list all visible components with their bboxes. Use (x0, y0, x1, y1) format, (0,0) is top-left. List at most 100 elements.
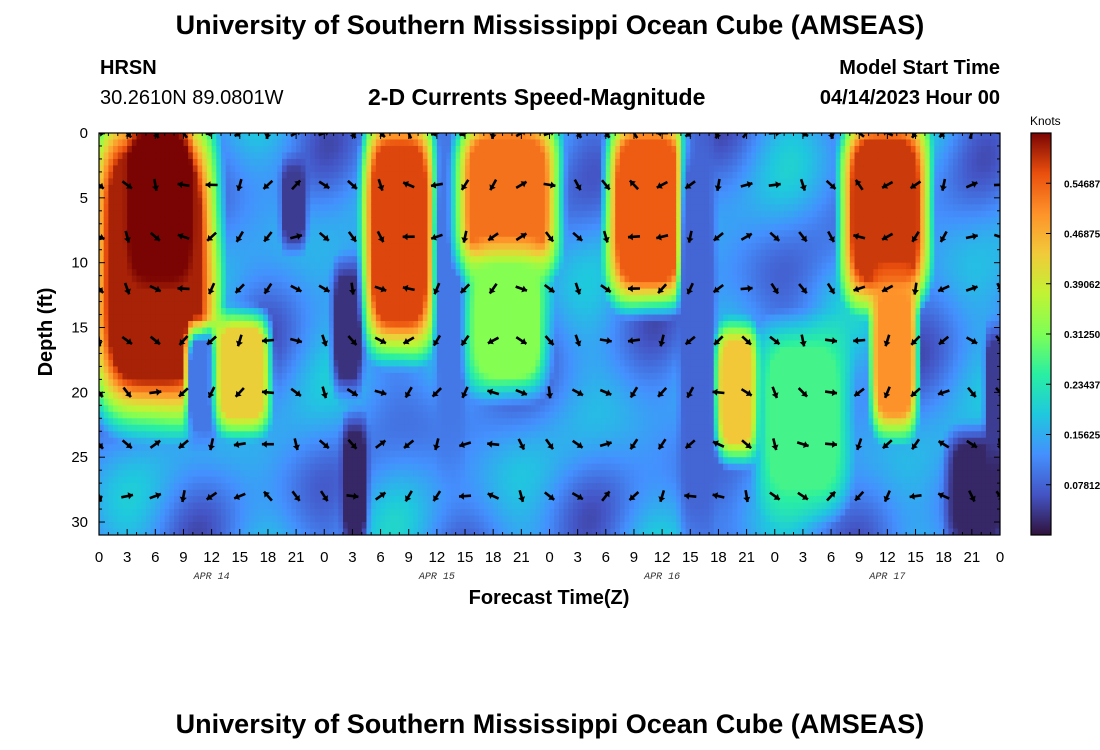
heat-cell (375, 223, 382, 231)
heat-cell (450, 230, 457, 238)
heat-cell (221, 346, 227, 355)
heat-cell (160, 346, 166, 355)
heat-cell (314, 509, 321, 517)
heat-cell (361, 463, 368, 471)
heat-cell (296, 145, 302, 154)
heat-cell (258, 158, 264, 167)
heat-cell (418, 269, 424, 277)
heat-cell (286, 256, 292, 264)
heat-cell (418, 334, 424, 342)
heat-cell (145, 223, 152, 231)
heat-cell (122, 411, 128, 419)
heat-cell (230, 269, 236, 277)
heat-cell (141, 152, 147, 160)
heat-cell (305, 256, 311, 264)
heat-cell (366, 165, 372, 173)
heat-cell (427, 424, 433, 432)
heat-cell (418, 405, 424, 413)
heat-cell (394, 191, 400, 199)
heat-cell (169, 269, 175, 277)
heat-cell (328, 437, 335, 445)
heat-cell (122, 256, 128, 264)
heat-cell (178, 528, 185, 535)
heat-cell (103, 398, 109, 406)
heat-cell (206, 230, 213, 238)
heat-cell (160, 184, 166, 192)
heat-cell (474, 204, 480, 212)
heat-cell (422, 385, 429, 393)
heat-cell (122, 262, 128, 270)
heat-cell (141, 340, 147, 348)
heat-cell (249, 314, 255, 322)
heat-cell (206, 450, 213, 458)
heat-cell (192, 528, 199, 535)
heat-cell (239, 314, 246, 322)
heat-cell (267, 191, 274, 199)
heat-cell (385, 528, 391, 535)
heat-cell (197, 450, 203, 458)
heat-cell (300, 411, 307, 419)
heat-cell (328, 217, 335, 225)
heat-cell (216, 346, 222, 355)
heat-cell (366, 353, 372, 361)
heat-cell (197, 295, 203, 303)
heat-cell (413, 275, 419, 283)
heat-cell (352, 372, 358, 380)
heat-cell (160, 450, 166, 458)
heat-cell (422, 282, 429, 290)
heat-cell (375, 158, 382, 167)
heat-cell (432, 139, 438, 147)
heat-cell (145, 243, 152, 251)
heat-cell (408, 275, 415, 283)
heat-cell (249, 515, 255, 523)
heat-cell (357, 405, 363, 413)
heat-cell (216, 158, 222, 167)
heat-cell (333, 321, 339, 329)
heat-cell (197, 334, 203, 342)
heat-cell (221, 450, 227, 458)
heat-cell (221, 437, 227, 445)
heat-cell (385, 152, 391, 160)
heat-cell (436, 502, 443, 510)
heat-cell (413, 184, 419, 192)
heat-cell (404, 288, 410, 296)
heat-cell (385, 321, 391, 329)
heat-cell (253, 171, 260, 179)
heat-cell (286, 379, 292, 387)
heat-cell (277, 392, 283, 400)
heat-cell (263, 340, 269, 348)
heat-cell (328, 334, 335, 342)
heat-cell (192, 359, 199, 368)
heat-cell (455, 243, 461, 251)
heat-cell (366, 359, 372, 368)
heat-cell (239, 463, 246, 471)
heat-cell (469, 288, 476, 296)
heat-cell (418, 483, 424, 491)
heat-cell (192, 197, 199, 205)
heat-cell (394, 411, 400, 419)
heat-cell (282, 496, 288, 504)
heat-cell (235, 418, 241, 426)
heat-cell (408, 152, 415, 160)
heat-cell (380, 470, 386, 478)
heat-cell (197, 476, 203, 484)
heat-cell (427, 346, 433, 355)
heat-cell (131, 204, 138, 212)
heat-cell (399, 184, 405, 192)
heat-cell (141, 476, 147, 484)
heat-cell (249, 470, 255, 478)
heat-cell (319, 275, 325, 283)
heat-cell (328, 385, 335, 393)
heat-cell (441, 178, 447, 186)
heat-cell (310, 418, 316, 426)
heat-cell (399, 204, 405, 212)
heat-cell (305, 418, 311, 426)
heat-cell (235, 346, 241, 355)
heat-cell (263, 165, 269, 173)
heat-cell (150, 204, 156, 212)
heat-cell (131, 321, 138, 329)
heat-cell (239, 418, 246, 426)
heat-cell (352, 346, 358, 355)
heat-cell (380, 359, 386, 368)
heat-cell (282, 392, 288, 400)
